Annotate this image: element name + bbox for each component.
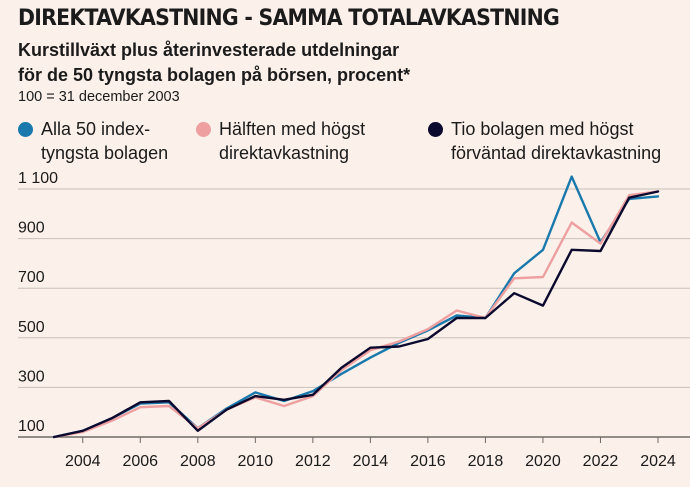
chart-title: DIREKTAVKASTNING - SAMMA TOTALAVKASTNING (18, 6, 560, 31)
y-axis-tick-labels: 100 300 500 700 900 1 100 (18, 170, 58, 435)
x-tick-label: 2006 (122, 453, 158, 470)
x-tick-label: 2004 (65, 453, 101, 470)
y-tick-label: 500 (18, 319, 45, 336)
x-tick-label: 2008 (180, 453, 216, 470)
series-lines (52, 175, 660, 439)
y-tick-label: 300 (18, 368, 45, 385)
legend-label-line-1: Hälften med högst (219, 119, 366, 139)
series-line-2 (52, 190, 660, 439)
legend-label-line-2: förväntad direktavkastning (451, 143, 662, 163)
index-base-note: 100 = 31 december 2003 (18, 89, 180, 105)
legend-dot-icon (196, 122, 211, 137)
series-line-0 (52, 175, 660, 439)
legend-label-line-2: tyngsta bolagen (41, 143, 169, 163)
legend-item-all-50: Alla 50 index- tyngsta bolagen (18, 117, 168, 165)
legend-item-top-ten: Tio bolagen med högst förväntad direktav… (428, 117, 661, 165)
series-line-1 (52, 190, 660, 439)
x-tick-label: 2012 (295, 453, 331, 470)
legend-dot-icon (428, 122, 443, 137)
legend-item-high-yield-half: Hälften med högst direktavkastning (196, 117, 365, 165)
legend-label-line-2: direktavkastning (219, 143, 350, 163)
subtitle-line-2: för de 50 tyngsta bolagen på börsen, pro… (18, 65, 411, 85)
subtitle-line-1: Kurstillväxt plus återinvesterade utdeln… (18, 40, 400, 60)
x-tick-label: 2010 (238, 453, 274, 470)
y-tick-label: 1 100 (18, 170, 58, 187)
x-tick-label: 2020 (525, 453, 561, 470)
x-axis-tick-labels: 2004 2006 2008 2010 2012 2014 2016 2018 2020 2022… (65, 437, 676, 470)
legend-label-line-1: Alla 50 index- (41, 119, 151, 139)
y-tick-label: 700 (18, 269, 45, 286)
chart-subtitle: Kurstillväxt plus återinvesterade utdeln… (18, 38, 678, 88)
gridlines (18, 188, 690, 438)
y-tick-label: 100 (18, 418, 45, 435)
x-tick-label: 2014 (353, 453, 389, 470)
x-tick-label: 2022 (583, 453, 619, 470)
x-tick-label: 2024 (640, 453, 676, 470)
legend-label-line-1: Tio bolagen med högst (451, 119, 634, 139)
y-tick-label: 900 (18, 220, 45, 237)
x-tick-label: 2016 (410, 453, 446, 470)
legend-dot-icon (18, 122, 33, 137)
x-tick-label: 2018 (468, 453, 504, 470)
